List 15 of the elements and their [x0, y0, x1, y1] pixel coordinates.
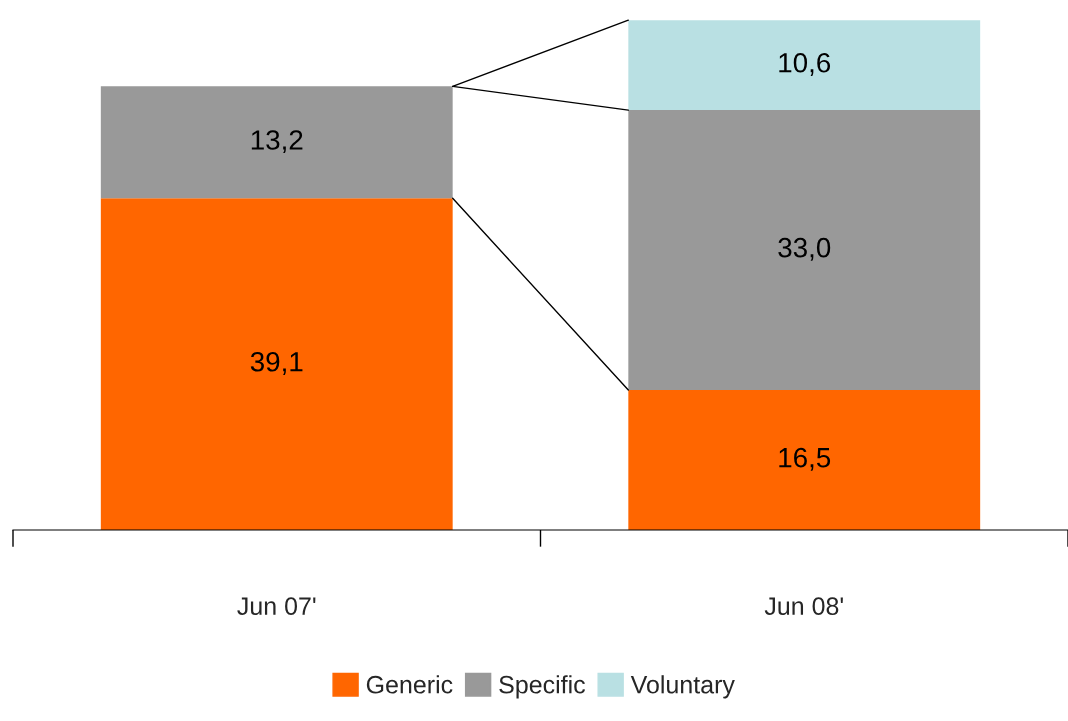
- data-label: 16,5: [779, 447, 831, 471]
- x-tick-label: Jun 08': [764, 597, 843, 616]
- bar: [100, 198, 453, 530]
- legend-label: Voluntary: [630, 675, 735, 699]
- data-label: 10,6: [779, 52, 831, 76]
- bar: [628, 390, 981, 530]
- data-label: 13,2: [251, 130, 303, 154]
- x-tick-label: Jun 07': [237, 597, 316, 616]
- data-label: 33,0: [778, 237, 831, 261]
- legend-label: Specific: [499, 675, 586, 699]
- legend-label: Generic: [366, 675, 453, 694]
- data-label: 39,1: [250, 351, 303, 375]
- bar: [100, 86, 453, 199]
- bar: [628, 110, 981, 391]
- bar: [628, 20, 981, 111]
